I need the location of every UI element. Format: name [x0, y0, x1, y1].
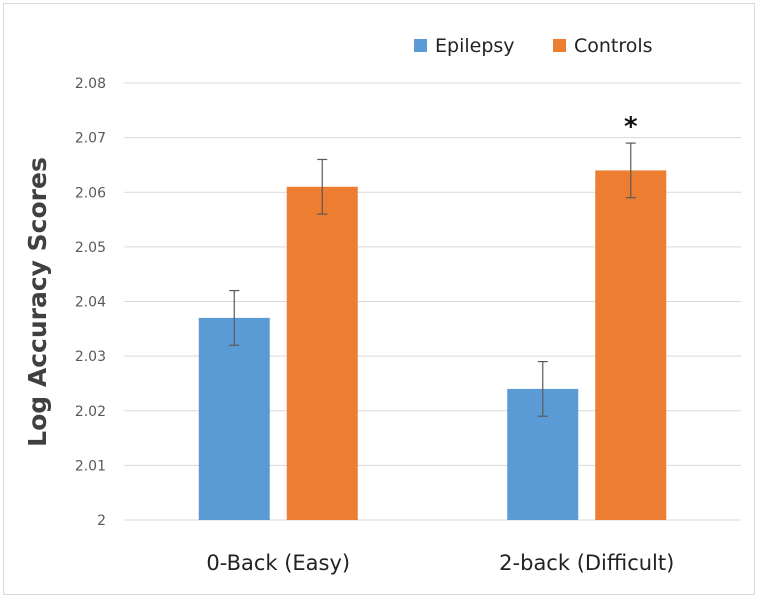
y-tick-label: 2 [97, 513, 106, 529]
bar-controls-1 [595, 170, 667, 520]
x-axis-categories: 0-Back (Easy) 2-back (Difficult) [206, 551, 674, 575]
y-axis-title: Log Accuracy Scores [23, 157, 52, 447]
y-tick-label: 2.03 [75, 349, 106, 365]
category-label: 2-back (Difficult) [499, 551, 674, 575]
y-tick-label: 2.08 [75, 76, 106, 92]
error-bars [229, 142, 636, 417]
legend-swatch-controls [553, 39, 566, 52]
legend: Epilepsy Controls [414, 35, 653, 57]
legend-label-controls: Controls [574, 35, 653, 57]
y-tick-label: 2.01 [75, 458, 106, 474]
y-tick-label: 2.04 [75, 295, 106, 311]
error-bar [317, 158, 328, 215]
chart-frame: 2 2.01 2.02 2.03 2.04 2.05 2.06 2.07 2.08 0-Back… [3, 3, 755, 595]
legend-label-epilepsy: Epilepsy [435, 35, 515, 57]
y-tick-label: 2.02 [75, 404, 106, 420]
annotations: * [624, 112, 638, 142]
bars [198, 170, 667, 520]
bar-epilepsy-0 [198, 317, 270, 520]
y-axis-ticks: 2 2.01 2.02 2.03 2.04 2.05 2.06 2.07 2.08 [75, 76, 106, 529]
bar-chart: 2 2.01 2.02 2.03 2.04 2.05 2.06 2.07 2.08 0-Back… [23, 35, 741, 575]
y-tick-label: 2.05 [75, 240, 106, 256]
category-label: 0-Back (Easy) [206, 551, 350, 575]
error-bar [625, 142, 636, 199]
legend-swatch-epilepsy [414, 39, 427, 52]
error-bar [537, 360, 548, 417]
bar-controls-0 [286, 186, 358, 520]
y-tick-label: 2.06 [75, 185, 106, 201]
error-bar [229, 289, 240, 346]
y-tick-label: 2.07 [75, 131, 106, 147]
significance-marker: * [624, 112, 638, 142]
